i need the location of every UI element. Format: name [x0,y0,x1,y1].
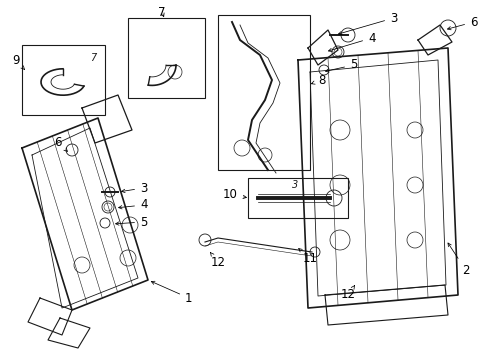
Text: 4: 4 [119,198,147,211]
Text: 3: 3 [122,181,147,194]
Text: 12: 12 [341,285,356,302]
Text: 9: 9 [12,54,24,69]
Text: 6: 6 [54,135,68,152]
Text: 7: 7 [158,5,166,18]
Bar [128,18,205,98]
Bar [22,45,105,115]
Text: 2: 2 [448,243,469,276]
Text: 12: 12 [210,252,225,269]
Text: 3: 3 [339,12,397,35]
Text: 6: 6 [447,15,477,30]
Text: 1: 1 [151,281,193,305]
Bar [248,178,348,218]
Text: 3: 3 [292,180,298,190]
Text: 11: 11 [299,248,318,265]
Bar [218,15,310,170]
Text: 8: 8 [312,73,325,86]
Text: 5: 5 [325,58,357,72]
Text: 4: 4 [328,31,375,51]
Text: 5: 5 [116,216,147,229]
Text: 10: 10 [223,189,246,202]
Text: 7: 7 [90,53,96,63]
